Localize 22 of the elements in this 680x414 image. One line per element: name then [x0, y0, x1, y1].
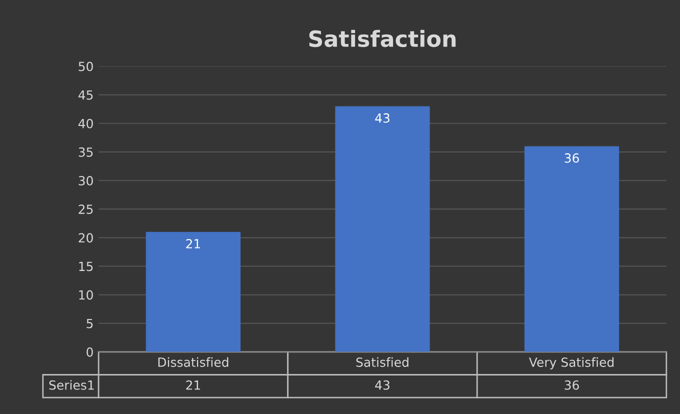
y-tick-label: 35 — [78, 147, 93, 157]
y-tick-label: 50 — [78, 62, 93, 72]
y-tick-label: 45 — [78, 90, 93, 100]
text: 36 — [564, 380, 579, 390]
y-tick-label: 25 — [78, 204, 93, 214]
x-tick-label: Dissatisfied — [158, 357, 228, 367]
data-label: 36 — [564, 153, 579, 163]
chart-title: Satisfaction — [309, 30, 456, 48]
y-tick-label: 0 — [86, 347, 93, 357]
text: Series1 — [49, 380, 94, 390]
x-tick-label: Satisfied — [356, 357, 408, 367]
x-tick-label: Very Satisfied — [528, 357, 614, 370]
y-tick-label: 5 — [86, 318, 93, 328]
text: 21 — [186, 380, 200, 390]
y-tick-label: 10 — [79, 290, 93, 300]
y-tick-label: 15 — [79, 262, 93, 272]
text: 43 — [375, 380, 390, 390]
data-label: 43 — [375, 113, 390, 123]
data-label: 21 — [186, 239, 200, 248]
y-tick-label: 40 — [78, 118, 93, 128]
y-tick-label: 30 — [78, 176, 93, 186]
y-tick-label: 20 — [78, 233, 93, 243]
